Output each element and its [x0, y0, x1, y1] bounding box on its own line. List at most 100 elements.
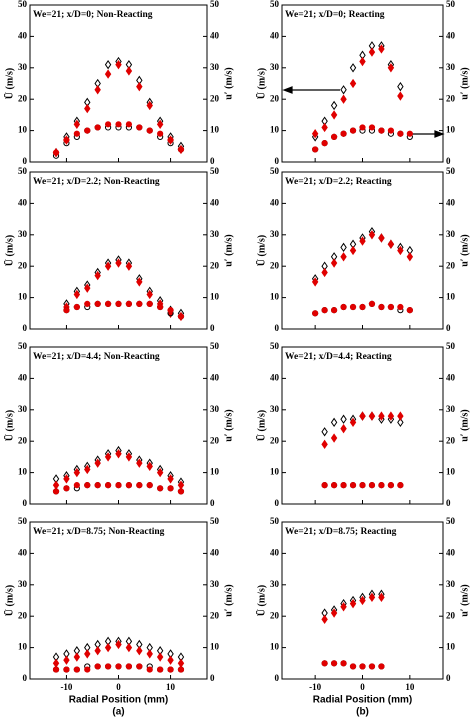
y2-tick-label: 0: [446, 323, 451, 333]
y-tick-label: 30: [18, 579, 28, 589]
marker-diamond: [73, 652, 81, 662]
marker-diamond: [349, 417, 357, 428]
y2-tick-label: 20: [446, 610, 456, 620]
x-tick-label: 10: [166, 682, 176, 692]
y2-tick-label: 50: [446, 341, 456, 351]
y2-tick-label: 50: [446, 166, 456, 176]
marker-circle: [330, 133, 338, 140]
marker-circle: [321, 660, 328, 667]
marker-diamond: [330, 608, 338, 618]
marker-circle: [321, 482, 328, 489]
marker-diamond: [349, 63, 357, 73]
y2-tick-label: 50: [210, 0, 220, 9]
marker-diamond: [387, 411, 395, 421]
marker-diamond: [125, 66, 133, 76]
marker-circle: [330, 307, 338, 314]
panel-title: We=21; x/D=2.2; Non-Reacting: [33, 177, 160, 187]
y-tick-label: 40: [270, 197, 280, 207]
y2-tick-label: 20: [446, 93, 456, 103]
marker-circle: [115, 121, 122, 128]
marker-diamond: [94, 646, 101, 656]
marker-diamond: [397, 245, 404, 256]
y-tick-label: 30: [18, 229, 28, 239]
marker-circle: [146, 482, 153, 489]
y2-tick-label: 0: [446, 498, 451, 508]
y2-axis-label: u′ (m/s): [223, 67, 234, 100]
marker-diamond: [125, 452, 133, 462]
marker-diamond: [359, 595, 366, 606]
y-axis-label: Ū (m/s): [255, 410, 267, 441]
y-axis-label: Ū (m/s): [3, 585, 15, 616]
y-tick-label: 20: [18, 610, 28, 620]
y2-tick-label: 40: [446, 197, 456, 207]
y-axis-label: Ū (m/s): [255, 585, 267, 616]
plot-frame: [29, 521, 208, 680]
y-tick-label: 20: [18, 435, 28, 445]
marker-circle: [167, 136, 174, 144]
marker-circle: [136, 482, 143, 489]
panel: We=21; x/D=8.75; Non-Reacting 0 10 20 30 40 50…: [3, 516, 234, 718]
panel-title: We=21; x/D=4.4; Non-Reacting: [33, 352, 160, 362]
y2-axis-label: u′ (m/s): [459, 234, 470, 267]
marker-circle: [387, 127, 395, 134]
marker-circle: [378, 127, 385, 134]
marker-diamond: [340, 602, 347, 612]
marker-circle: [94, 300, 101, 307]
panel: We=21; x/D=0; Non-Reacting 0 10 20 30 40 50 0 10…: [3, 0, 234, 166]
marker-diamond: [84, 464, 91, 475]
marker-circle: [52, 488, 60, 495]
y2-tick-label: 30: [210, 62, 220, 72]
y2-tick-label: 30: [210, 229, 220, 239]
marker-circle: [359, 303, 366, 311]
marker-diamond: [368, 230, 376, 240]
marker-diamond: [378, 44, 385, 54]
marker-circle: [115, 482, 122, 489]
marker-diamond: [340, 94, 347, 104]
marker-circle: [157, 130, 164, 137]
marker-circle: [125, 300, 133, 307]
marker-circle: [321, 140, 328, 147]
arrow-head: [434, 130, 445, 138]
marker-circle: [167, 485, 174, 492]
marker-diamond: [136, 646, 143, 656]
marker-circle: [115, 663, 122, 670]
marker-diamond: [52, 480, 60, 490]
marker-circle: [177, 313, 185, 320]
y-tick-label: 20: [18, 93, 28, 103]
y-tick-label: 0: [275, 673, 280, 683]
marker-circle: [136, 663, 143, 670]
marker-diamond: [125, 261, 133, 271]
y-tick-label: 10: [18, 292, 28, 302]
marker-diamond: [115, 258, 122, 268]
x-tick-label: 0: [116, 682, 121, 692]
marker-circle: [125, 121, 133, 128]
marker-circle: [312, 310, 319, 317]
panel: We=21; x/D=4.4; Non-Reacting 0 10 20 30 40 50 0…: [3, 341, 234, 508]
marker-diamond: [397, 91, 404, 101]
y2-tick-label: 50: [210, 516, 220, 526]
marker-circle: [312, 146, 319, 153]
y2-tick-label: 0: [446, 156, 451, 166]
marker-circle: [157, 303, 164, 311]
marker-circle: [84, 666, 91, 673]
marker-diamond: [321, 427, 328, 437]
marker-circle: [340, 303, 347, 311]
y2-tick-label: 20: [210, 93, 220, 103]
marker-circle: [406, 130, 413, 137]
marker-diamond: [146, 649, 153, 659]
marker-diamond: [368, 411, 376, 421]
marker-circle: [94, 482, 101, 489]
marker-circle: [368, 300, 376, 307]
panel-label: (b): [356, 707, 369, 718]
y2-tick-label: 30: [446, 579, 456, 589]
marker-diamond: [167, 474, 174, 484]
y2-axis-label: u′ (m/s): [459, 584, 470, 617]
panel-label: (a): [112, 707, 124, 718]
arrow-head: [282, 86, 293, 94]
y2-tick-label: 40: [446, 372, 456, 382]
y2-axis-label: u′ (m/s): [223, 409, 234, 442]
marker-circle: [378, 482, 385, 489]
panel-title: We=21; x/D=8.75; Non-Reacting: [33, 527, 165, 537]
marker-circle: [115, 300, 122, 307]
